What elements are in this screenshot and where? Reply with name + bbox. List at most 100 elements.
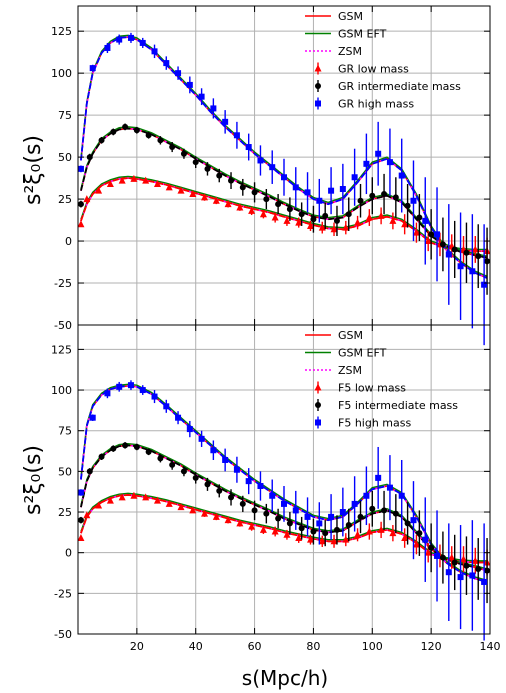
data-point-low xyxy=(142,176,150,184)
data-point-low xyxy=(106,179,114,187)
x-tick-label: 20 xyxy=(130,640,144,653)
data-point-intermediate xyxy=(298,525,305,532)
data-point-intermediate xyxy=(239,184,246,191)
dashed-curve-intermediate xyxy=(80,444,488,572)
data-point-low xyxy=(342,535,350,543)
data-point-intermediate xyxy=(275,515,282,522)
data-point-low xyxy=(330,537,338,545)
data-point-high xyxy=(77,165,84,172)
data-point-low xyxy=(330,225,338,233)
y-axis-title-bottom: s²ξ₀(s) xyxy=(21,445,46,515)
y-tick-label: 25 xyxy=(58,193,72,206)
data-point-low xyxy=(271,527,279,535)
data-point-low xyxy=(77,534,85,542)
data-point-intermediate xyxy=(110,445,117,452)
data-point-low xyxy=(377,525,385,533)
data-point-intermediate xyxy=(251,507,258,514)
data-point-high xyxy=(481,578,488,585)
x-tick-label: 60 xyxy=(248,640,262,653)
y-tick-label: 25 xyxy=(58,506,72,519)
data-point-low xyxy=(189,506,197,514)
data-point-intermediate xyxy=(357,197,364,204)
data-point-low xyxy=(389,529,397,537)
data-point-high xyxy=(457,263,464,270)
data-point-intermediate xyxy=(369,505,376,512)
data-point-low xyxy=(95,501,103,509)
data-point-high xyxy=(139,387,146,394)
data-point-high xyxy=(386,484,393,491)
data-point-intermediate xyxy=(439,241,446,248)
legend-label: ZSM xyxy=(338,45,362,58)
data-point-low xyxy=(130,174,138,182)
data-point-intermediate xyxy=(333,526,340,533)
data-point-low xyxy=(153,179,161,187)
data-point-low xyxy=(401,220,409,228)
data-point-intermediate xyxy=(381,507,388,514)
legend-label: GR low mass xyxy=(338,63,409,76)
gsm-eft-curve-high xyxy=(80,34,488,277)
data-point-intermediate xyxy=(451,246,458,253)
data-point-low xyxy=(83,195,91,203)
data-point-low xyxy=(201,509,209,517)
data-point-low xyxy=(153,496,161,504)
legend-label: GSM EFT xyxy=(338,347,387,360)
data-point-intermediate xyxy=(145,448,152,455)
data-point-intermediate xyxy=(169,144,176,151)
data-point-intermediate xyxy=(122,442,129,449)
data-point-intermediate xyxy=(369,192,376,199)
data-point-low xyxy=(318,537,326,545)
data-point-intermediate xyxy=(77,517,84,524)
data-point-low xyxy=(165,499,173,507)
data-point-high xyxy=(269,492,276,499)
data-point-high xyxy=(233,466,240,473)
x-axis-title: s(Mpc/h) xyxy=(242,666,328,690)
data-point-low xyxy=(471,245,479,253)
data-point-intermediate xyxy=(216,487,223,494)
data-point-high xyxy=(198,93,205,100)
data-point-low xyxy=(377,211,385,219)
data-point-low xyxy=(118,176,126,184)
data-point-high xyxy=(328,513,335,520)
data-point-high xyxy=(257,483,264,490)
data-point-high xyxy=(257,157,264,164)
data-point-low xyxy=(212,512,220,520)
data-point-intermediate xyxy=(428,231,435,238)
data-point-intermediate xyxy=(484,258,491,265)
data-point-high xyxy=(281,174,287,181)
data-point-low xyxy=(283,530,291,538)
data-point-intermediate xyxy=(416,530,423,537)
data-point-intermediate xyxy=(275,201,282,208)
data-point-high xyxy=(175,70,182,77)
data-point-intermediate xyxy=(228,177,235,184)
data-point-high xyxy=(127,34,134,41)
data-point-high xyxy=(292,507,299,514)
y-tick-label: 125 xyxy=(51,25,72,38)
data-point-high xyxy=(198,435,205,442)
data-point-intermediate xyxy=(192,474,199,481)
legend-label: F5 low mass xyxy=(338,382,406,395)
y-tick-label: 125 xyxy=(51,343,72,356)
x-tick-label: 140 xyxy=(480,640,501,653)
data-point-intermediate xyxy=(475,253,482,260)
data-point-intermediate xyxy=(322,530,329,537)
data-point-intermediate xyxy=(157,455,164,462)
data-point-high xyxy=(77,489,84,496)
data-point-low xyxy=(460,555,468,563)
data-point-intermediate xyxy=(157,137,164,144)
data-point-high xyxy=(386,159,393,166)
data-point-intermediate xyxy=(110,128,117,135)
data-point-intermediate xyxy=(251,189,258,196)
data-point-high xyxy=(457,574,464,581)
data-point-low xyxy=(165,183,173,191)
data-point-low xyxy=(295,218,303,226)
data-point-high xyxy=(116,383,123,390)
y-tick-label: 75 xyxy=(58,425,72,438)
data-point-intermediate xyxy=(484,567,491,574)
data-point-intermediate xyxy=(451,559,458,566)
data-point-low xyxy=(412,540,420,548)
legend-label: GSM EFT xyxy=(338,28,387,41)
data-point-intermediate xyxy=(475,565,482,572)
data-point-intermediate xyxy=(345,211,352,218)
data-point-low xyxy=(177,503,185,511)
data-point-intermediate xyxy=(428,544,435,551)
